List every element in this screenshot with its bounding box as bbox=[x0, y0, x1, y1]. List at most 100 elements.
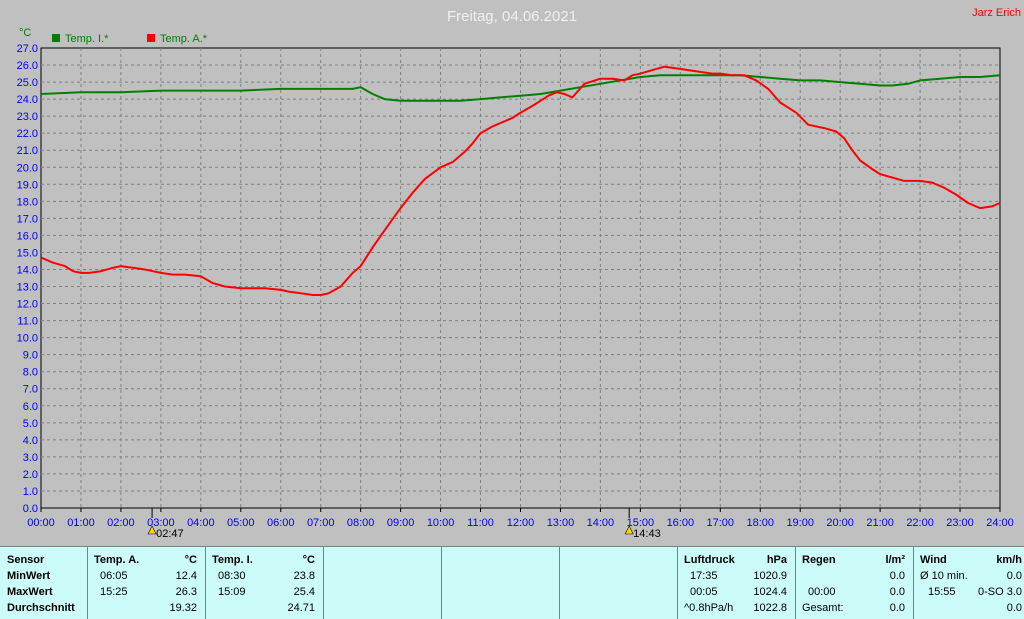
x-tick-label: 17:00 bbox=[707, 517, 735, 529]
temp-i-max: 25.4 bbox=[293, 586, 315, 598]
wind-value-3: 0.0 bbox=[1006, 602, 1022, 614]
wind-header: Wind bbox=[920, 554, 947, 566]
y-tick-label: 24.0 bbox=[17, 94, 38, 106]
pressure-header: Luftdruck bbox=[684, 554, 735, 566]
y-tick-label: 5.0 bbox=[23, 418, 38, 430]
legend: Temp. I.* Temp. A.* bbox=[52, 33, 208, 45]
x-tick-label: 15:00 bbox=[627, 517, 655, 529]
y-tick-label: 21.0 bbox=[17, 145, 38, 157]
y-tick-label: 0.0 bbox=[23, 503, 38, 515]
pressure-max-time: 00:05 bbox=[690, 586, 718, 598]
x-tick-label: 20:00 bbox=[826, 517, 854, 529]
x-tick-label: 23:00 bbox=[946, 517, 974, 529]
x-tick-label: 13:00 bbox=[547, 517, 575, 529]
legend-label-temp-a: Temp. A.* bbox=[160, 33, 208, 45]
row-label-sensor: Sensor bbox=[7, 554, 45, 566]
y-tick-label: 16.0 bbox=[17, 230, 38, 242]
y-tick-label: 27.0 bbox=[17, 43, 38, 55]
rain-column: Regen l/m² 0.0 00:00 0.0 Gesamt: 0.0 bbox=[796, 547, 914, 619]
pressure-current: 1022.8 bbox=[753, 602, 787, 614]
chart-title: Freitag, 04.06.2021 bbox=[447, 8, 577, 25]
x-tick-label: 21:00 bbox=[866, 517, 894, 529]
series-lines bbox=[40, 65, 1001, 296]
wind-column: Wind km/h Ø 10 min. 0.0 15:55 0-SO 3.0 0… bbox=[914, 547, 1024, 619]
event-label: 02:47 bbox=[156, 528, 184, 540]
temp-a-min: 12.4 bbox=[175, 570, 197, 582]
sensor-column: Sensor MinWert MaxWert Durchschnitt bbox=[0, 547, 88, 619]
y-tick-label: 25.0 bbox=[17, 77, 38, 89]
wind-avg-label: Ø 10 min. bbox=[920, 570, 968, 582]
temp-a-header: Temp. A. bbox=[94, 554, 140, 566]
y-tick-label: 10.0 bbox=[17, 333, 38, 345]
author-label: Jarz Erich bbox=[972, 7, 1021, 19]
row-label-avg: Durchschnitt bbox=[7, 602, 75, 614]
y-tick-label: 9.0 bbox=[23, 350, 38, 362]
empty-column-3 bbox=[560, 547, 678, 619]
temp-i-min-time: 08:30 bbox=[218, 570, 246, 582]
pressure-min-time: 17:35 bbox=[690, 570, 718, 582]
x-tick-label: 00:00 bbox=[27, 517, 55, 529]
legend-swatch-temp-i bbox=[52, 34, 60, 42]
y-tick-label: 26.0 bbox=[17, 60, 38, 72]
x-tick-label: 14:00 bbox=[587, 517, 615, 529]
temp-a-column: Temp. A. °C 06:05 12.4 15:25 26.3 19.32 bbox=[88, 547, 206, 619]
rain-time-2: 00:00 bbox=[808, 586, 836, 598]
y-tick-label: 17.0 bbox=[17, 213, 38, 225]
temp-i-header: Temp. I. bbox=[212, 554, 253, 566]
rain-total-label: Gesamt: bbox=[802, 602, 844, 614]
rain-value-2: 0.0 bbox=[889, 586, 905, 598]
wind-dir-max: 0-SO 3.0 bbox=[977, 586, 1022, 598]
x-tick-label: 12:00 bbox=[507, 517, 535, 529]
x-tick-label: 02:00 bbox=[107, 517, 135, 529]
temp-i-avg: 24.71 bbox=[287, 602, 315, 614]
x-tick-label: 01:00 bbox=[67, 517, 95, 529]
y-tick-label: 15.0 bbox=[17, 247, 38, 259]
legend-swatch-temp-a bbox=[147, 34, 155, 42]
rain-unit: l/m² bbox=[885, 554, 905, 566]
sun-icon bbox=[147, 525, 157, 535]
y-tick-label: 3.0 bbox=[23, 452, 38, 464]
temp-i-unit: °C bbox=[302, 554, 315, 566]
y-tick-label: 19.0 bbox=[17, 179, 38, 191]
temp-i-min: 23.8 bbox=[293, 570, 315, 582]
x-tick-label: 19:00 bbox=[786, 517, 814, 529]
x-tick-label: 10:00 bbox=[427, 517, 455, 529]
y-tick-label: 8.0 bbox=[23, 367, 38, 379]
temp-i-column: Temp. I. °C 08:30 23.8 15:09 25.4 24.71 bbox=[206, 547, 324, 619]
wind-max-time: 15:55 bbox=[928, 586, 956, 598]
y-tick-label: 14.0 bbox=[17, 264, 38, 276]
temp-a-min-time: 06:05 bbox=[100, 570, 128, 582]
pressure-min: 1020.9 bbox=[753, 570, 787, 582]
x-tick-label: 11:00 bbox=[467, 517, 494, 529]
series-line-temp-i bbox=[40, 74, 1001, 102]
temp-i-max-time: 15:09 bbox=[218, 586, 246, 598]
temp-a-max: 26.3 bbox=[175, 586, 197, 598]
row-label-min: MinWert bbox=[7, 570, 51, 582]
x-tick-label: 03:00 bbox=[147, 517, 175, 529]
y-axis-unit: °C bbox=[19, 27, 31, 39]
x-tick-label: 24:00 bbox=[986, 517, 1014, 529]
pressure-max: 1024.4 bbox=[753, 586, 787, 598]
temperature-chart: Freitag, 04.06.2021 Jarz Erich °C Temp. … bbox=[17, 7, 1021, 540]
x-tick-label: 07:00 bbox=[307, 517, 335, 529]
legend-label-temp-i: Temp. I.* bbox=[65, 33, 109, 45]
sun-icon bbox=[624, 525, 634, 535]
y-tick-label: 7.0 bbox=[23, 384, 38, 396]
rain-header: Regen bbox=[802, 554, 836, 566]
x-tick-label: 06:00 bbox=[267, 517, 295, 529]
x-tick-label: 09:00 bbox=[387, 517, 415, 529]
event-label: 14:43 bbox=[633, 528, 661, 540]
empty-column-2 bbox=[442, 547, 560, 619]
y-tick-label: 13.0 bbox=[17, 282, 38, 294]
y-tick-label: 4.0 bbox=[23, 435, 38, 447]
series-line-temp-a bbox=[40, 65, 1001, 296]
y-tick-label: 11.0 bbox=[17, 316, 38, 328]
pressure-column: Luftdruck hPa 17:35 1020.9 00:05 1024.4 … bbox=[678, 547, 796, 619]
x-axis-ticks: 00:00 01:00 02:00 03:00 04:00 05:00 06:00 07:00… bbox=[27, 508, 1014, 529]
y-tick-label: 1.0 bbox=[23, 486, 38, 498]
temp-a-unit: °C bbox=[184, 554, 197, 566]
x-tick-label: 05:00 bbox=[227, 517, 255, 529]
x-tick-label: 18:00 bbox=[746, 517, 774, 529]
event-markers: 02:47 14:43 bbox=[147, 508, 661, 540]
row-label-max: MaxWert bbox=[7, 586, 53, 598]
